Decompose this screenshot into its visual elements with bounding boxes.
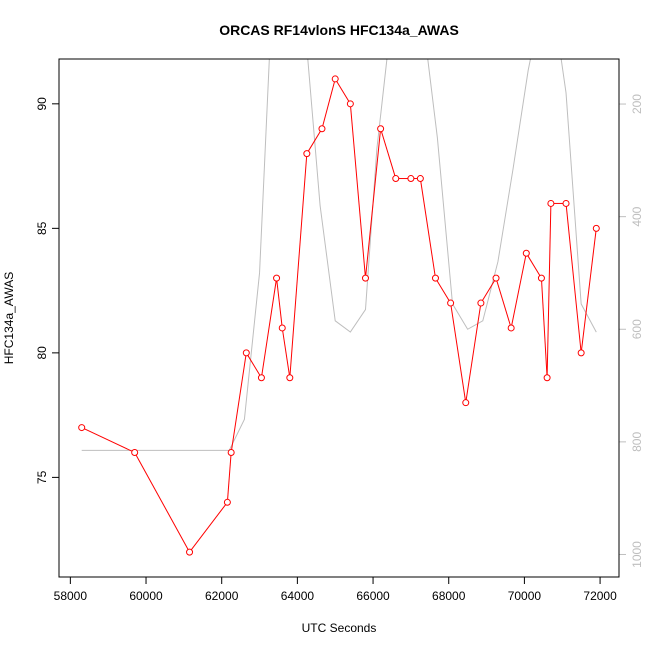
data-point — [361, 274, 369, 282]
red-series-segment — [282, 330, 290, 375]
data-point — [447, 299, 455, 307]
y2-tick-label: 800 — [630, 432, 644, 452]
data-point — [318, 125, 326, 133]
red-series-segment — [541, 281, 548, 375]
red-series-segment — [381, 131, 396, 176]
data-point — [477, 299, 485, 307]
data-point — [331, 75, 339, 83]
data-point — [377, 125, 385, 133]
red-series-segment — [322, 81, 335, 126]
red-series-segment — [581, 231, 597, 350]
red-series-segment — [420, 181, 436, 276]
y2-tick-label: 400 — [630, 206, 644, 226]
x-tick-label: 58000 — [54, 589, 88, 603]
data-point — [543, 374, 551, 382]
data-point — [286, 374, 294, 382]
data-point — [273, 274, 281, 282]
y-tick-label: 85 — [35, 221, 49, 235]
red-series-segment — [436, 280, 450, 301]
x-tick-label: 70000 — [508, 589, 542, 603]
red-series-segment — [135, 454, 189, 550]
data-point — [392, 175, 400, 183]
data-point — [547, 199, 555, 207]
x-axis-label: UTC Seconds — [302, 621, 377, 635]
red-series-segment — [247, 355, 261, 376]
data-point — [242, 349, 250, 357]
red-series-segment — [261, 281, 277, 375]
data-point — [537, 274, 545, 282]
x-tick-label: 66000 — [356, 589, 390, 603]
red-series-segment — [365, 131, 381, 276]
x-tick-label: 72000 — [583, 589, 617, 603]
red-series-segment — [546, 206, 552, 375]
data-point — [78, 424, 86, 432]
y-axis-label: HFC134a_AWAS — [2, 272, 16, 364]
data-point — [462, 399, 470, 407]
red-series-segment — [276, 281, 283, 326]
y-tick-label: 90 — [35, 97, 49, 111]
axes: 58000 60000 62000 64000 66000 68000 70000 72000… — [35, 94, 644, 603]
data-point — [278, 324, 286, 332]
data-point — [186, 548, 194, 556]
red-series-segment — [350, 106, 366, 276]
y-tick-label: 80 — [35, 346, 49, 360]
chart-title: ORCAS RF14vlonS HFC134a_AWAS — [219, 22, 459, 38]
red-series-segment — [527, 255, 541, 276]
gray-series-line — [81, 59, 597, 451]
data-point — [407, 175, 415, 183]
data-point — [431, 274, 439, 282]
red-series-segment — [289, 156, 308, 375]
data-point — [492, 274, 500, 282]
data-point — [562, 199, 570, 207]
data-point — [346, 100, 354, 108]
series-gray-line — [81, 59, 597, 451]
y2-tick-label: 1000 — [630, 541, 644, 568]
x-tick-label: 64000 — [281, 589, 315, 603]
red-series-segment — [84, 428, 133, 452]
red-series-segment — [190, 504, 226, 551]
data-point — [227, 448, 235, 456]
data-point — [592, 224, 600, 232]
red-series-segment — [482, 280, 495, 301]
series-red-line — [78, 75, 600, 556]
data-point — [522, 249, 530, 257]
red-series-segment — [565, 206, 582, 350]
y2-tick-label: 600 — [630, 319, 644, 339]
y-tick-label: 75 — [35, 470, 49, 484]
x-tick-label: 62000 — [205, 589, 239, 603]
data-point — [303, 150, 311, 158]
x-tick-label: 68000 — [432, 589, 466, 603]
red-series-segment — [465, 305, 481, 400]
data-point — [131, 448, 139, 456]
data-point — [577, 349, 585, 357]
red-series-segment — [450, 305, 466, 400]
x-tick-label: 60000 — [129, 589, 163, 603]
data-point — [507, 324, 515, 332]
red-series-segment — [336, 81, 350, 102]
red-series-segment — [231, 355, 247, 450]
y2-tick-label: 200 — [630, 94, 644, 114]
red-series-segment — [511, 256, 527, 326]
data-point — [257, 374, 265, 382]
plot-frame — [58, 58, 620, 578]
data-point — [223, 498, 231, 506]
data-point — [416, 175, 424, 183]
red-series-segment — [496, 280, 511, 326]
red-series-segment — [227, 455, 232, 500]
red-series-segment — [307, 131, 321, 152]
